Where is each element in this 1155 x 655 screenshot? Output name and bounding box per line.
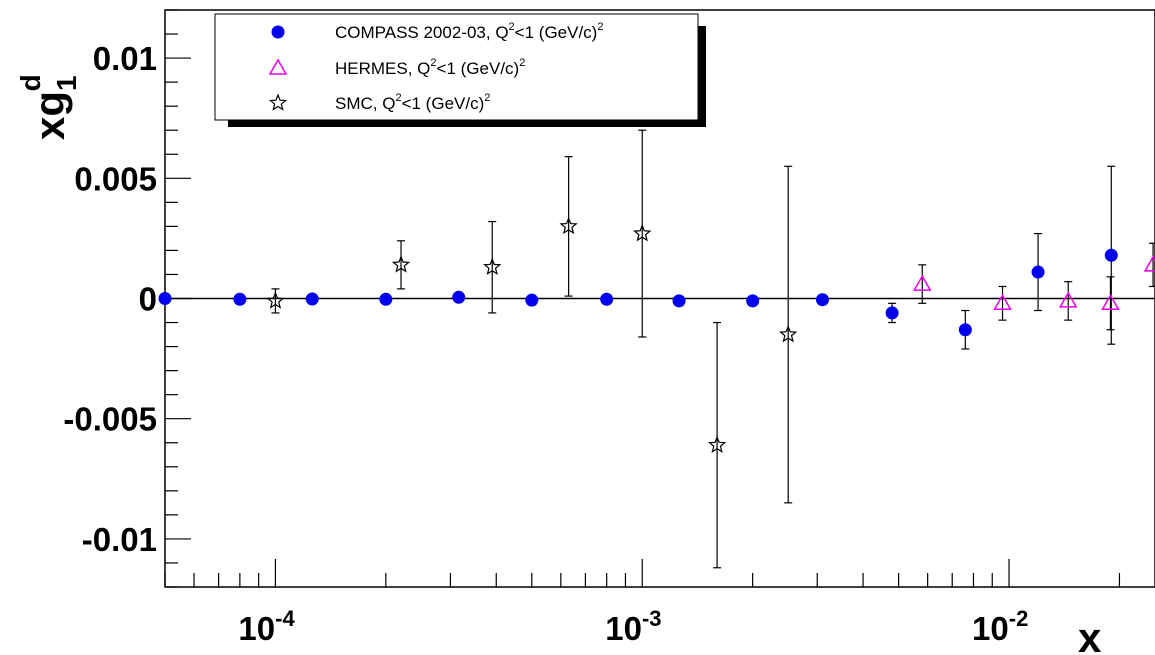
y-tick-label: 0 (139, 281, 157, 318)
y-tick-label: 0.01 (93, 40, 157, 77)
compass-point (885, 306, 899, 320)
compass-point (672, 294, 686, 308)
y-axis-title: xg1d (15, 74, 82, 140)
y-axis-title-sub: 1 (51, 75, 82, 91)
y-axis-title-sup: d (15, 74, 46, 91)
smc-point (483, 257, 502, 276)
svg-text:xg1d: xg1d (15, 74, 82, 140)
x-axis: 10-4 10-3 10-2 (164, 559, 1121, 647)
smc-point (391, 255, 411, 273)
legend: COMPASS 2002-03, Q2<1 (GeV/c)2 HERMES, Q… (214, 13, 706, 127)
y-tick-label: 0.005 (74, 160, 157, 197)
hermes-point (1101, 293, 1120, 311)
compass-point (815, 293, 829, 307)
data-points (158, 129, 1155, 569)
hermes-point (1058, 291, 1078, 308)
smc-point (559, 216, 578, 235)
legend-label-hermes: HERMES, Q2<1 (GeV/c)2 (335, 57, 525, 78)
smc-point (707, 435, 727, 453)
y-tick-label: -0.005 (63, 401, 157, 438)
hermes-point (993, 293, 1012, 311)
smc-point (633, 223, 652, 242)
compass-point (746, 294, 760, 308)
hermes-point (912, 274, 932, 291)
compass-point (379, 292, 393, 306)
legend-marker-smc (268, 93, 288, 111)
legend-box (214, 13, 699, 121)
compass-point (525, 293, 539, 307)
legend-marker-compass (271, 25, 285, 39)
x-axis-title: x (1078, 614, 1102, 655)
compass-point (305, 292, 319, 306)
legend-label-compass: COMPASS 2002-03, Q2<1 (GeV/c)2 (335, 21, 603, 42)
compass-point (233, 292, 247, 306)
x-tick-label: 10-3 (605, 606, 661, 647)
x-tick-label: 10-2 (972, 606, 1028, 647)
smc-point (779, 324, 798, 343)
y-tick-label: -0.01 (82, 521, 157, 558)
hermes-point (1143, 255, 1155, 272)
legend-label-smc: SMC, Q2<1 (GeV/c)2 (335, 92, 490, 113)
y-axis: 0.01 0.005 0 -0.005 -0.01 (63, 9, 191, 588)
compass-point (600, 292, 614, 306)
x-tick-label: 10-4 (238, 606, 295, 647)
legend-marker-hermes (268, 58, 288, 75)
compass-point (1104, 248, 1118, 262)
compass-point (452, 290, 466, 304)
smc-point (266, 291, 285, 309)
compass-point (958, 323, 972, 337)
compass-point (1031, 265, 1045, 279)
compass-point (158, 292, 172, 305)
y-axis-title-base: xg (26, 91, 73, 140)
